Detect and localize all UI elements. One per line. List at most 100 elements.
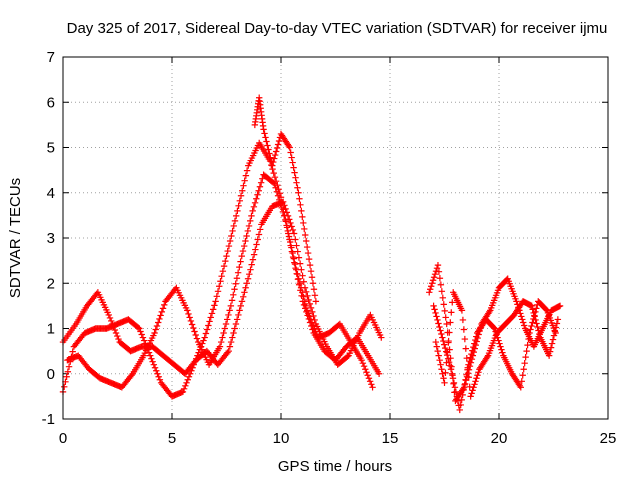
data-point [288, 244, 295, 251]
data-point [290, 164, 297, 171]
data-point [311, 292, 319, 299]
data-point [550, 332, 558, 339]
data-point [301, 284, 309, 291]
data-point [225, 311, 232, 319]
data-point [437, 361, 444, 368]
data-point [267, 154, 274, 161]
data-point [469, 347, 476, 354]
x-tick-label: 5 [168, 430, 176, 447]
data-point [140, 337, 148, 344]
data-point [156, 315, 163, 323]
data-point [279, 198, 287, 205]
data-point [193, 335, 201, 342]
data-point [242, 284, 249, 291]
data-point [231, 286, 238, 293]
data-point [439, 294, 447, 302]
data-point [465, 361, 472, 368]
data-point [109, 320, 116, 328]
data-point [226, 237, 234, 245]
data-point [293, 179, 300, 186]
data-point [155, 373, 162, 380]
data-point [474, 372, 481, 379]
data-point [438, 330, 445, 338]
data-point [110, 323, 117, 331]
data-point [437, 281, 445, 288]
data-point [182, 382, 189, 390]
data-point [225, 347, 232, 355]
data-point [219, 267, 227, 275]
data-point [295, 254, 303, 261]
data-point [520, 366, 527, 373]
data-point [222, 257, 229, 265]
data-point [272, 184, 279, 191]
data-point [184, 376, 191, 383]
data-point [300, 293, 307, 301]
data-point [460, 326, 468, 333]
data-point [301, 225, 308, 233]
data-point [473, 375, 480, 382]
data-point [299, 272, 306, 279]
data-point [219, 334, 226, 341]
data-point [250, 251, 258, 258]
data-point [264, 142, 271, 149]
data-point [545, 352, 553, 359]
x-tick-label: 20 [491, 430, 508, 447]
data-point [261, 130, 268, 137]
data-point [270, 169, 277, 177]
data-point [63, 373, 70, 380]
data-point [440, 301, 447, 308]
data-point [286, 216, 293, 223]
data-point [443, 320, 450, 328]
data-point [139, 334, 147, 341]
data-point [240, 242, 248, 250]
data-point [239, 187, 246, 194]
data-point [256, 183, 264, 190]
data-point [434, 347, 441, 355]
data-point [246, 271, 253, 278]
series-track-6 [430, 298, 559, 414]
data-point [136, 325, 143, 332]
data-point [243, 280, 251, 287]
data-point [461, 335, 469, 343]
data-point [458, 396, 465, 404]
data-point [471, 340, 478, 347]
data-point [432, 338, 439, 346]
data-point [230, 222, 237, 230]
data-point [185, 310, 192, 318]
data-point [528, 302, 535, 310]
data-point [490, 324, 497, 331]
data-point [300, 219, 307, 227]
data-point [457, 401, 464, 409]
data-point [151, 364, 159, 371]
data-point [153, 367, 160, 374]
data-point [430, 274, 438, 281]
data-point [308, 274, 316, 281]
data-point [128, 372, 135, 379]
data-point [533, 305, 540, 312]
data-point [458, 307, 466, 314]
data-point [228, 297, 236, 304]
data-point [553, 320, 561, 327]
data-point [362, 366, 369, 373]
data-point [525, 335, 532, 343]
data-point [301, 298, 308, 305]
data-point [233, 316, 241, 323]
data-point [306, 300, 314, 308]
data-point [521, 359, 528, 367]
data-point [302, 237, 310, 245]
data-point [294, 248, 301, 255]
data-point [274, 192, 282, 199]
data-point [220, 262, 228, 270]
data-point [534, 323, 541, 331]
data-point [471, 381, 478, 388]
data-point [273, 144, 281, 152]
data-point [363, 369, 370, 376]
data-point [302, 231, 309, 239]
data-point [179, 388, 187, 396]
data-point [230, 329, 237, 337]
data-point [69, 348, 76, 355]
data-point [229, 227, 236, 235]
data-point [475, 369, 482, 376]
series-track-7 [432, 289, 562, 400]
